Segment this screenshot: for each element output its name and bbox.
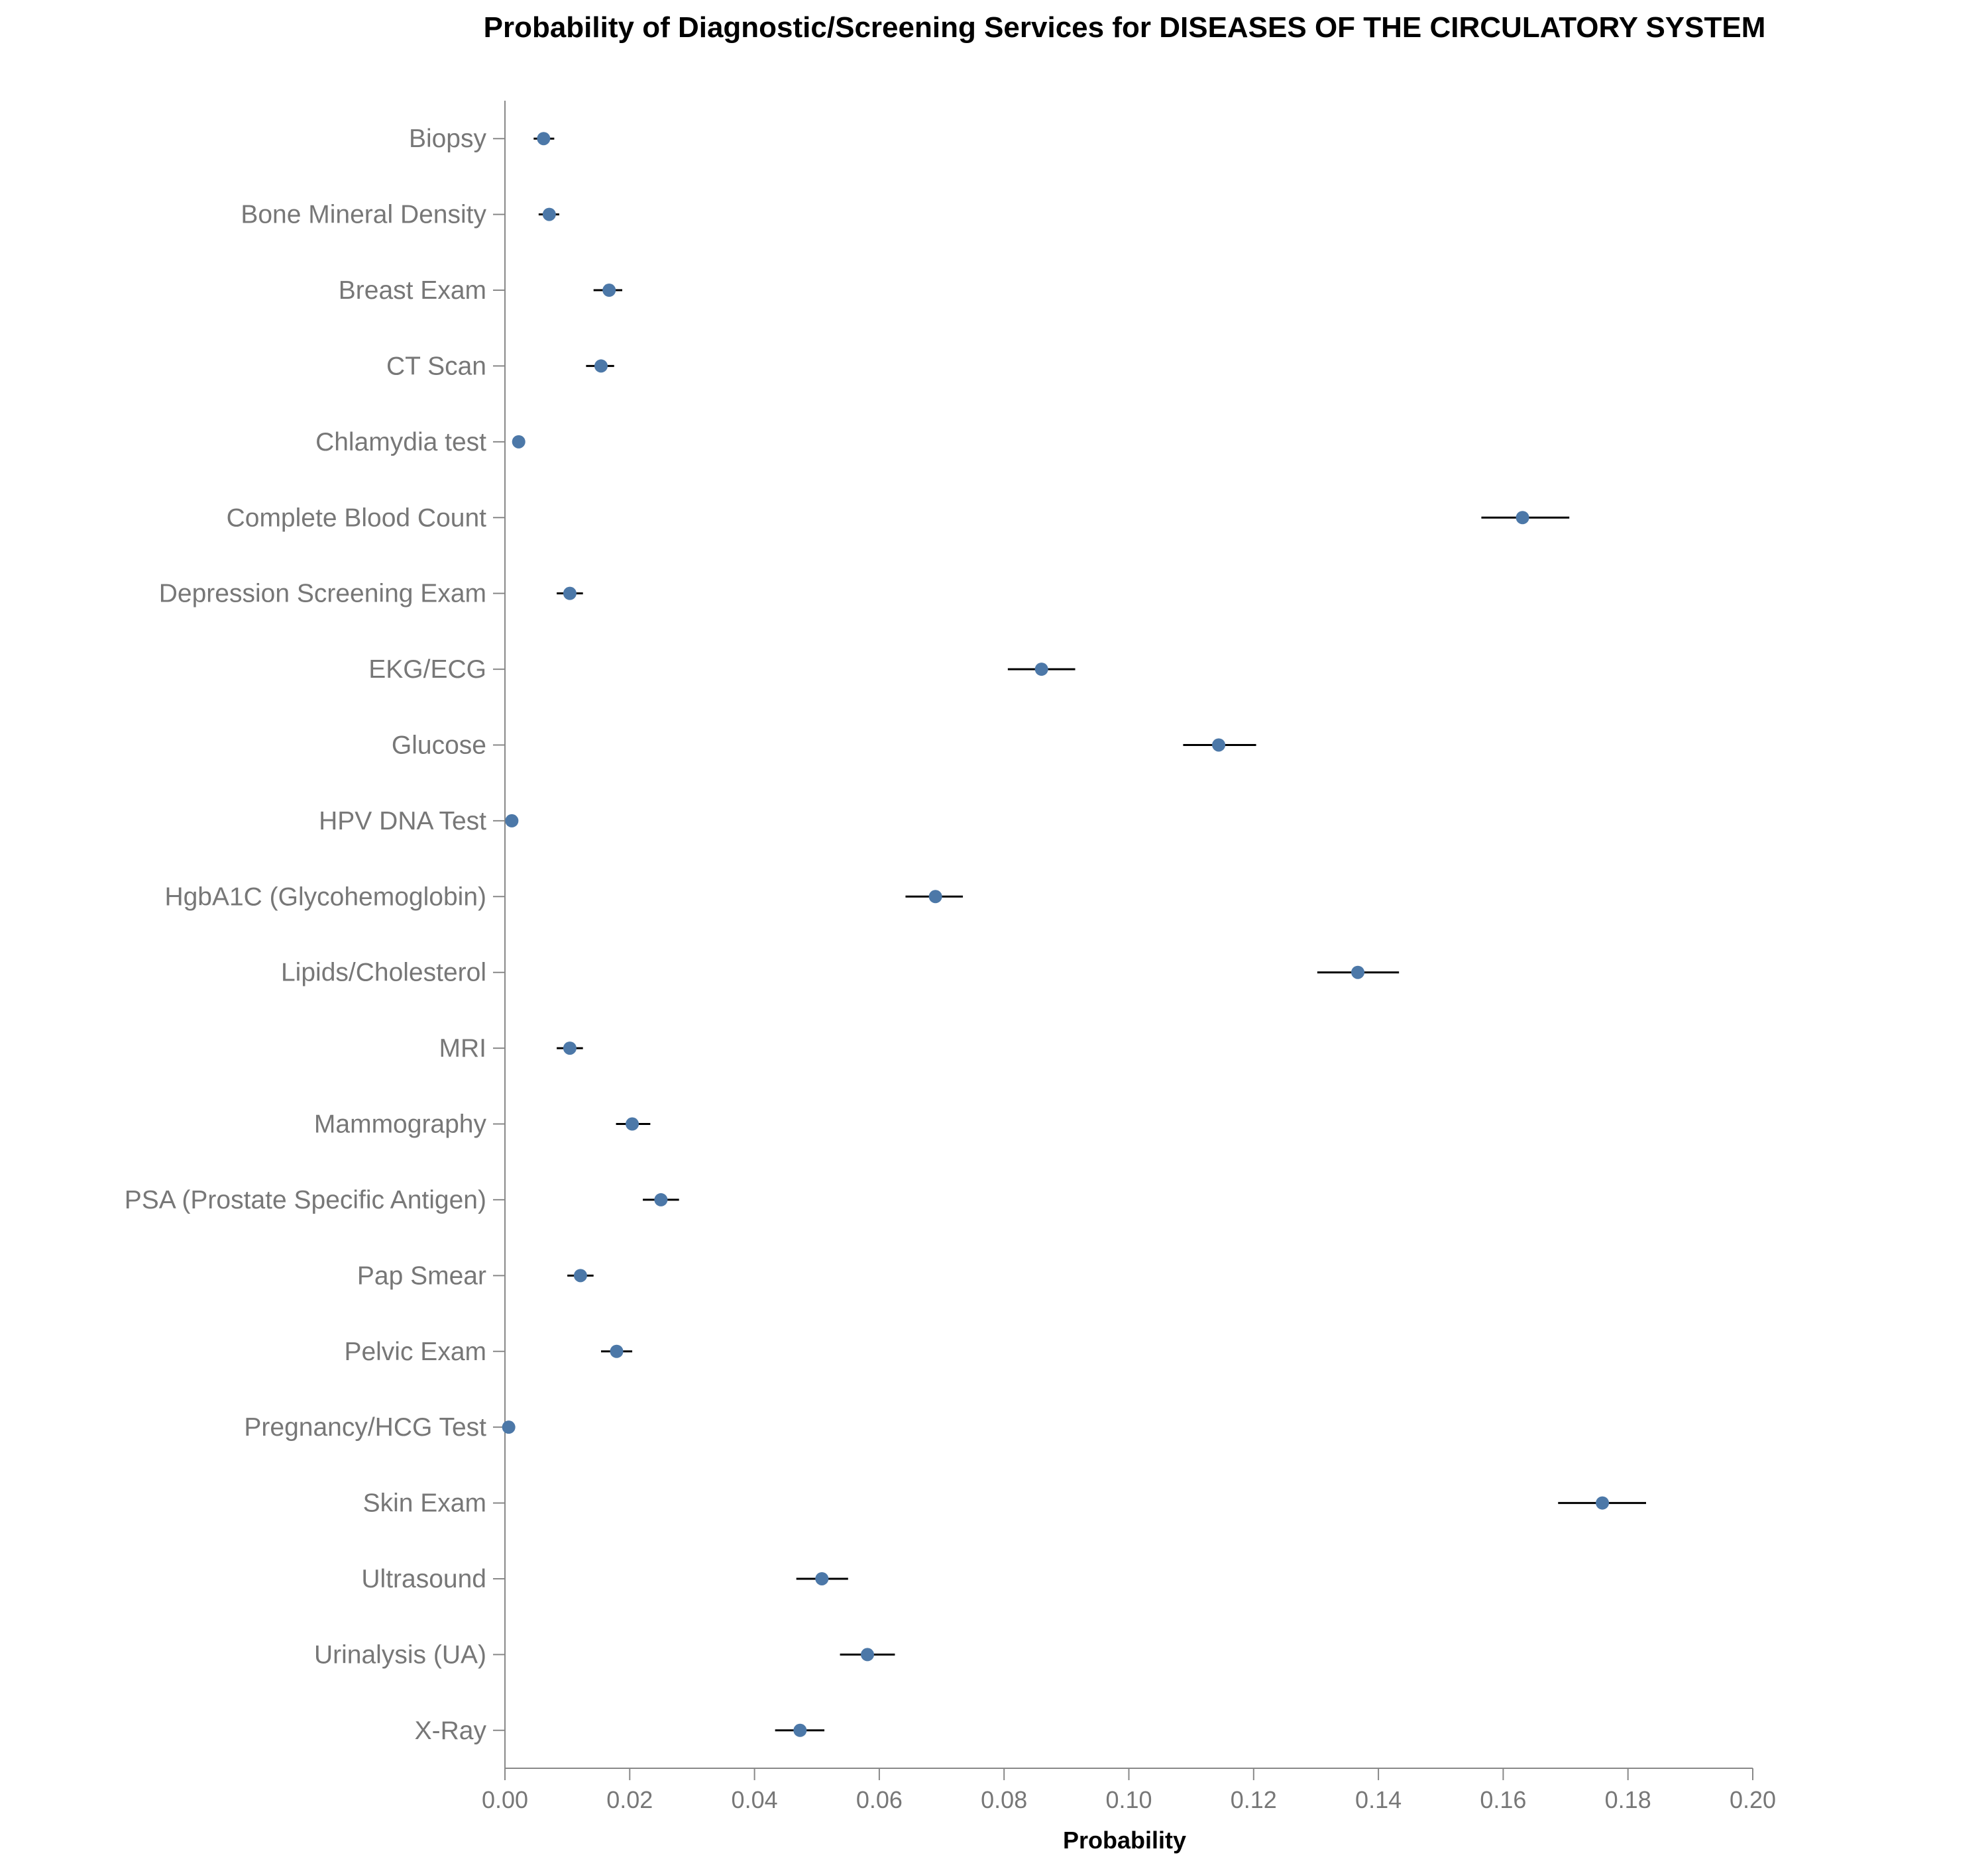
y-tick-label: Chlamydia test bbox=[315, 428, 486, 456]
plot-area: 0.00 0.02 0.04 0.06 0.08 0.10 0.12 0.14 0.16 0.18… bbox=[125, 101, 1776, 1813]
data-point bbox=[502, 1420, 516, 1434]
chart-title: Probability of Diagnostic/Screening Serv… bbox=[484, 11, 1766, 44]
data-point bbox=[626, 1117, 639, 1131]
y-tick-label: Bone Mineral Density bbox=[241, 201, 486, 229]
data-point bbox=[1351, 965, 1365, 979]
x-tick-label: 0.10 bbox=[1105, 1786, 1152, 1813]
data-point bbox=[505, 814, 519, 827]
x-tick-label: 0.00 bbox=[482, 1786, 528, 1813]
x-axis-title: Probability bbox=[1063, 1827, 1186, 1854]
x-tick-label: 0.20 bbox=[1730, 1786, 1776, 1813]
data-point bbox=[1596, 1496, 1610, 1510]
data-point bbox=[1516, 511, 1529, 525]
x-tick-label: 0.12 bbox=[1231, 1786, 1277, 1813]
y-tick-label: Mammography bbox=[314, 1110, 487, 1139]
y-tick-label: EKG/ECG bbox=[368, 655, 486, 684]
data-point bbox=[563, 586, 577, 600]
y-tick-label: Ultrasound bbox=[361, 1565, 486, 1593]
data-point bbox=[793, 1723, 807, 1737]
y-tick-label: Biopsy bbox=[409, 125, 487, 153]
y-tick-label: Complete Blood Count bbox=[227, 504, 487, 532]
y-tick-label: MRI bbox=[439, 1034, 487, 1063]
y-tick-label: Lipids/Cholesterol bbox=[281, 959, 486, 987]
x-tick-label: 0.08 bbox=[981, 1786, 1027, 1813]
y-tick-label: Pap Smear bbox=[357, 1261, 486, 1290]
data-point bbox=[928, 890, 942, 904]
y-tick-label: Urinalysis (UA) bbox=[314, 1640, 486, 1669]
y-tick-label: Pregnancy/HCG Test bbox=[244, 1413, 486, 1442]
data-point bbox=[512, 435, 525, 449]
y-tick-label: Breast Exam bbox=[339, 276, 486, 305]
x-tick-label: 0.18 bbox=[1605, 1786, 1651, 1813]
y-tick-label: PSA (Prostate Specific Antigen) bbox=[125, 1186, 486, 1214]
y-tick-label: Skin Exam bbox=[363, 1489, 486, 1518]
x-tick-label: 0.16 bbox=[1480, 1786, 1526, 1813]
data-point bbox=[594, 359, 608, 373]
data-point bbox=[1034, 663, 1048, 676]
y-tick-label: X-Ray bbox=[415, 1717, 487, 1745]
data-point bbox=[563, 1041, 577, 1055]
data-point bbox=[573, 1269, 587, 1283]
y-tick-label: Pelvic Exam bbox=[344, 1338, 486, 1366]
x-tick-label: 0.06 bbox=[856, 1786, 903, 1813]
y-tick-label: HgbA1C (Glycohemoglobin) bbox=[164, 882, 486, 911]
data-point bbox=[861, 1648, 875, 1662]
y-tick-label: Glucose bbox=[392, 731, 486, 759]
data-point bbox=[602, 284, 616, 297]
data-point bbox=[815, 1571, 829, 1585]
x-tick-label: 0.14 bbox=[1355, 1786, 1402, 1813]
x-tick-label: 0.02 bbox=[606, 1786, 653, 1813]
data-point bbox=[542, 207, 556, 221]
y-tick-label: CT Scan bbox=[386, 352, 486, 380]
y-tick-label: HPV DNA Test bbox=[319, 807, 486, 835]
y-tick-label: Depression Screening Exam bbox=[159, 580, 486, 608]
data-point bbox=[1212, 738, 1226, 752]
data-point bbox=[537, 132, 551, 146]
data-point bbox=[654, 1193, 668, 1206]
data-point bbox=[610, 1344, 624, 1358]
x-tick-label: 0.04 bbox=[732, 1786, 778, 1813]
